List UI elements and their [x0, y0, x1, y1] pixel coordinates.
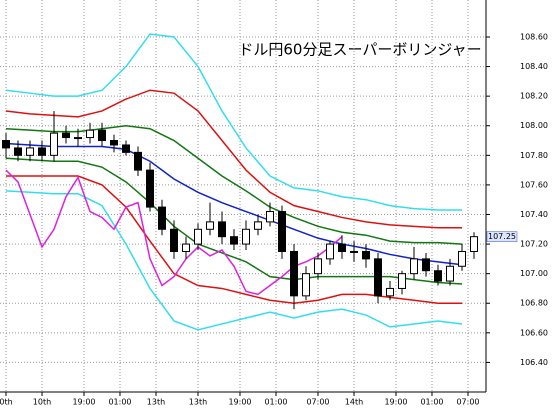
candle-body: [386, 287, 394, 297]
candle-body: [50, 132, 58, 156]
candle-body: [362, 250, 370, 260]
x-tick-label: 0th: [0, 398, 13, 407]
x-tick-label: 19:00: [384, 398, 407, 407]
candle-body: [158, 206, 166, 230]
candle-body: [194, 228, 202, 245]
candle-body: [170, 228, 178, 252]
y-tick-label: 108.40: [520, 62, 548, 71]
lagging-line: [5, 169, 343, 296]
candle-body: [230, 236, 238, 245]
candle-body: [278, 211, 286, 252]
band-line: [5, 157, 463, 285]
candle-body: [62, 132, 70, 139]
candle-body: [398, 273, 406, 289]
price-tag-label: 107.25: [488, 232, 516, 241]
candle-body: [314, 258, 322, 275]
x-tick-label: 01:00: [108, 398, 131, 407]
candle-body: [134, 151, 142, 171]
candle-body: [110, 140, 118, 146]
y-tick-label: 107.20: [520, 240, 548, 249]
candle-body: [86, 129, 94, 139]
x-tick-label: 13th: [189, 398, 207, 407]
band-line: [5, 190, 463, 331]
x-tick-label: 07:00: [306, 398, 329, 407]
candle-body: [98, 129, 106, 142]
x-tick-label: 19:00: [228, 398, 251, 407]
candle-body: [242, 228, 250, 245]
candle-body: [2, 140, 10, 149]
x-tick-label: 14th: [345, 398, 363, 407]
candle-body: [266, 211, 274, 223]
candle-body: [14, 147, 22, 156]
candle-body: [434, 270, 442, 282]
candle-body: [38, 147, 46, 156]
candle-body: [206, 221, 214, 230]
candle-body: [458, 250, 466, 267]
y-tick-label: 108.00: [520, 121, 548, 130]
candle-body: [374, 258, 382, 297]
band-line: [5, 89, 462, 229]
candle-body: [254, 221, 262, 230]
x-tick-label: 10th: [33, 398, 51, 407]
candle-body: [182, 243, 190, 252]
band-line: [6, 175, 462, 305]
y-tick-label: 107.00: [520, 269, 548, 278]
candle-body: [338, 243, 346, 252]
y-tick-label: 107.80: [520, 151, 548, 160]
y-tick-label: 107.40: [520, 210, 548, 219]
y-tick-label: 108.60: [520, 32, 548, 41]
candle-body: [350, 250, 358, 253]
candle-body: [326, 243, 334, 260]
candle-body: [410, 258, 418, 275]
chart-title: ドル円60分足スーパーボリンジャー: [238, 41, 481, 59]
candle-body: [26, 147, 34, 156]
x-tick-label: 01:00: [420, 398, 443, 407]
band-line: [5, 124, 463, 245]
y-tick-label: 108.20: [520, 92, 548, 101]
y-tick-label: 106.80: [520, 299, 548, 308]
x-tick-label: 19:00: [72, 398, 95, 407]
price-tag: [486, 231, 518, 242]
band-line: [5, 142, 463, 266]
candle-body: [422, 258, 430, 272]
candle-body: [470, 236, 478, 252]
candle-body: [218, 221, 226, 238]
candle-body: [302, 273, 310, 297]
candle-body: [146, 169, 154, 208]
y-tick-label: 106.60: [520, 328, 548, 337]
candle-body: [74, 137, 82, 140]
candle-body: [122, 144, 130, 153]
x-tick-label: 13th: [147, 398, 165, 407]
candle-body: [290, 250, 298, 297]
x-tick-label: 01:00: [264, 398, 287, 407]
y-tick-label: 107.60: [520, 180, 548, 189]
y-tick-label: 106.40: [520, 358, 548, 367]
band-line: [5, 33, 462, 211]
x-tick-label: 07:00: [456, 398, 479, 407]
candle-body: [446, 265, 454, 282]
